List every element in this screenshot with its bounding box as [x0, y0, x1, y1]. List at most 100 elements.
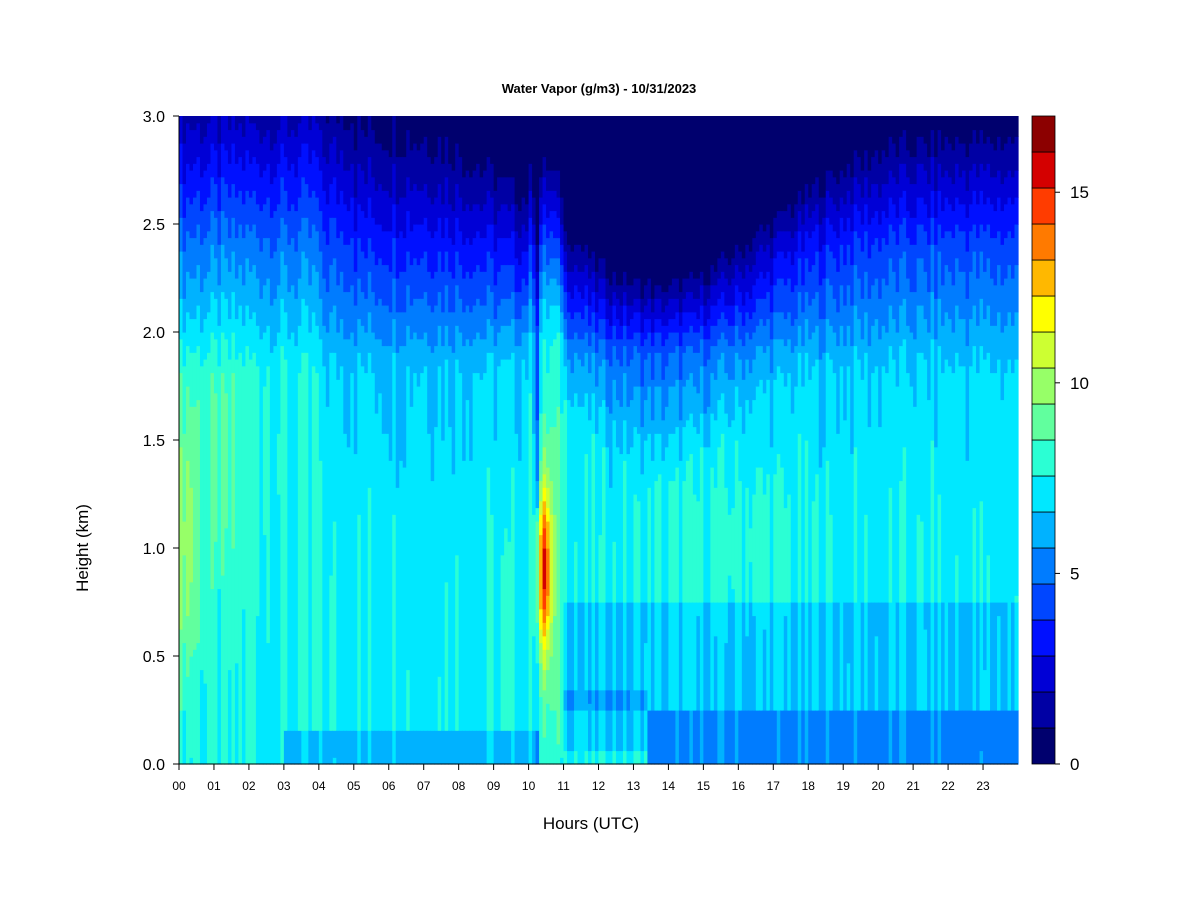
heatmap-cell	[269, 149, 274, 185]
heatmap-cell	[790, 264, 795, 293]
heatmap-cell	[797, 210, 802, 232]
heatmap-cell	[745, 710, 750, 765]
heatmap-cell	[479, 237, 484, 272]
heatmap-cell	[839, 244, 844, 286]
heatmap-cell	[664, 710, 670, 765]
heatmap-cell	[741, 379, 746, 434]
heatmap-cell	[699, 284, 704, 306]
heatmap-cell	[692, 352, 697, 387]
heatmap-cell	[850, 176, 855, 205]
heatmap-cell	[626, 750, 631, 765]
heatmap-cell	[888, 345, 893, 488]
heatmap-cell	[350, 237, 355, 286]
heatmap-cell	[472, 116, 477, 171]
heatmap-cell	[385, 116, 390, 151]
heatmap-cell	[794, 116, 799, 205]
heatmap-cell	[668, 710, 673, 765]
heatmap-cell	[497, 305, 502, 333]
heatmap-cell	[836, 710, 841, 765]
heatmap-cell	[427, 730, 432, 765]
heatmap-cell	[1000, 183, 1005, 212]
heatmap-cell	[822, 197, 827, 218]
heatmap-cell	[598, 406, 603, 536]
heatmap-cell	[595, 352, 600, 387]
colorbar-swatch	[1031, 367, 1056, 405]
x-tick-label: 20	[871, 779, 885, 793]
heatmap-cell	[661, 379, 666, 421]
heatmap-cell	[829, 710, 834, 765]
heatmap-cell	[287, 291, 292, 340]
heatmap-cell	[189, 237, 194, 279]
heatmap-cell	[724, 710, 729, 765]
heatmap-cell	[808, 305, 813, 340]
heatmap-cell	[643, 318, 649, 340]
heatmap-cell	[556, 743, 561, 765]
heatmap-cell	[839, 197, 844, 218]
heatmap-cell	[179, 251, 184, 299]
heatmap-cell	[1014, 595, 1019, 603]
heatmap-cell	[479, 210, 484, 239]
heatmap-cell	[811, 210, 816, 232]
heatmap-cell	[717, 446, 722, 603]
colorbar-tick-label: 15	[1070, 183, 1089, 202]
heatmap-cell	[857, 237, 862, 279]
heatmap-cell	[650, 298, 656, 313]
heatmap-cell	[836, 311, 841, 347]
heatmap-cell	[542, 635, 547, 650]
heatmap-cell	[227, 271, 233, 320]
heatmap-cell	[255, 129, 261, 164]
heatmap-cell	[546, 217, 551, 239]
heatmap-cell	[976, 176, 981, 205]
heatmap-cell	[612, 325, 617, 347]
heatmap-cell	[881, 149, 886, 185]
heatmap-cell	[486, 730, 491, 765]
heatmap-cell	[629, 602, 635, 752]
heatmap-cell	[542, 176, 547, 205]
heatmap-cell	[504, 116, 509, 178]
heatmap-cell	[290, 163, 295, 205]
heatmap-cell	[210, 176, 215, 212]
heatmap-cell	[832, 602, 837, 711]
heatmap-cell	[962, 203, 967, 232]
heatmap-cell	[892, 116, 897, 144]
heatmap-cell	[591, 332, 596, 353]
heatmap-cell	[399, 116, 404, 158]
heatmap-cell	[983, 116, 988, 144]
heatmap-cell	[535, 622, 540, 664]
heatmap-cell	[588, 419, 593, 603]
heatmap-cell	[678, 116, 683, 293]
heatmap-cell	[836, 345, 841, 434]
heatmap-cell	[713, 379, 718, 421]
heatmap-cell	[546, 487, 551, 509]
heatmap-cell	[906, 602, 911, 711]
heatmap-cell	[374, 264, 379, 306]
heatmap-cell	[773, 338, 778, 380]
x-tick-label: 18	[802, 779, 816, 793]
heatmap-cell	[752, 264, 757, 286]
heatmap-cell	[759, 710, 764, 765]
heatmap-cell	[759, 379, 764, 468]
heatmap-cell	[766, 473, 771, 603]
heatmap-cell	[189, 278, 194, 320]
heatmap-cell	[532, 433, 537, 515]
heatmap-cell	[783, 602, 788, 617]
heatmap-cell	[685, 602, 690, 711]
heatmap-cell	[766, 291, 771, 320]
heatmap-cell	[846, 710, 851, 765]
heatmap-cell	[864, 710, 869, 765]
heatmap-cell	[717, 318, 722, 340]
heatmap-cell	[234, 359, 240, 664]
heatmap-cell	[546, 649, 551, 671]
heatmap-cell	[406, 210, 411, 252]
heatmap-cell	[944, 710, 949, 765]
heatmap-cell	[955, 116, 960, 137]
heatmap-cell	[892, 176, 897, 205]
heatmap-cell	[325, 203, 330, 245]
heatmap-cell	[829, 602, 834, 711]
heatmap-cell	[262, 284, 267, 333]
heatmap-cell	[682, 298, 687, 313]
heatmap-cell	[556, 116, 561, 171]
heatmap-cell	[598, 318, 603, 340]
heatmap-cell	[783, 615, 788, 711]
